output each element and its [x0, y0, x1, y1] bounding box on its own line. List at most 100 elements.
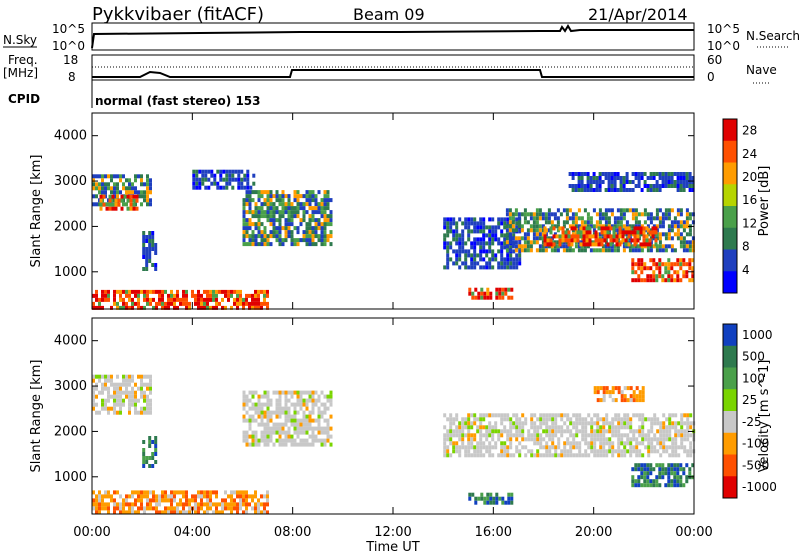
heatmap-cell: [654, 242, 658, 247]
heatmap-cell: [95, 194, 98, 199]
heatmap-cell: [182, 490, 185, 495]
heatmap-cell: [254, 402, 258, 407]
heatmap-cell: [245, 498, 248, 503]
heatmap-cell: [145, 259, 149, 263]
heatmap-cell: [206, 301, 209, 306]
heatmap-cell: [580, 184, 584, 188]
heatmap-cell: [482, 257, 486, 262]
heatmap-cell: [185, 289, 188, 294]
heatmap-cell: [134, 390, 137, 395]
heatmap-cell: [209, 490, 212, 495]
heatmap-cell: [579, 230, 583, 235]
heatmap-cell: [536, 425, 540, 430]
heatmap-cell: [452, 221, 456, 226]
heatmap-cell: [498, 496, 502, 501]
heatmap-cell: [686, 433, 690, 438]
heatmap-cell: [154, 452, 158, 456]
heatmap-cell: [506, 253, 510, 258]
heatmap-cell: [592, 232, 596, 237]
heatmap-cell: [554, 417, 558, 422]
heatmap-cell: [467, 413, 471, 418]
heatmap-cell: [632, 449, 636, 454]
heatmap-cell: [659, 445, 663, 450]
heatmap-cell: [566, 417, 570, 422]
heatmap-cell: [623, 417, 627, 422]
heatmap-cell: [329, 398, 333, 403]
heatmap-cell: [535, 240, 539, 245]
heatmap-cell: [557, 425, 561, 430]
heatmap-cell: [584, 421, 588, 426]
heatmap-cell: [212, 305, 215, 310]
heatmap-cell: [254, 297, 257, 302]
heatmap-cell: [134, 510, 137, 515]
heatmap-cell: [293, 418, 297, 423]
heatmap-cell: [281, 226, 285, 231]
heatmap-cell: [646, 479, 650, 484]
heatmap-cell: [549, 230, 553, 235]
heatmap-cell: [503, 233, 507, 238]
heatmap-cell: [483, 496, 487, 501]
heatmap-cell: [443, 437, 447, 442]
heatmap-cell: [688, 212, 692, 217]
heatmap-cell: [278, 434, 282, 439]
heatmap-cell: [305, 198, 309, 203]
heatmap-cell: [509, 261, 513, 266]
heatmap-cell: [632, 390, 636, 395]
heatmap-cell: [101, 186, 104, 191]
heatmap-cell: [619, 220, 623, 225]
heatmap-cell: [479, 265, 483, 270]
heatmap-cell: [575, 441, 579, 446]
heatmap-cell: [629, 394, 633, 399]
heatmap-cell: [290, 214, 294, 219]
heatmap-cell: [629, 437, 633, 442]
heatmap-cell: [287, 426, 291, 431]
heatmap-cell: [533, 453, 537, 458]
heatmap-cell: [485, 261, 489, 266]
heatmap-cell: [237, 169, 241, 174]
heatmap-cell: [140, 174, 143, 179]
heatmap-cell: [634, 463, 638, 468]
heatmap-cell: [284, 406, 288, 411]
colorbar-segment: [723, 411, 737, 434]
heatmap-cell: [104, 378, 107, 383]
heatmap-cell: [661, 180, 665, 184]
heatmap-cell: [254, 442, 258, 447]
heatmap-cell: [565, 248, 569, 253]
heatmap-cell: [608, 429, 612, 434]
heatmap-cell: [510, 500, 514, 505]
heatmap-cell: [240, 169, 244, 174]
heatmap-cell: [589, 176, 593, 180]
heatmap-cell: [92, 374, 95, 379]
heatmap-cell: [254, 494, 257, 499]
heatmap-cell: [616, 220, 620, 225]
heatmap-cell: [688, 188, 692, 192]
heatmap-cell: [583, 248, 587, 253]
heatmap-cell: [626, 421, 630, 426]
heatmap-cell: [131, 510, 134, 515]
heatmap-cell: [296, 230, 300, 235]
heatmap-cell: [503, 449, 507, 454]
heatmap-cell: [204, 177, 208, 182]
heatmap-cell: [671, 425, 675, 430]
heatmap-cell: [508, 208, 512, 213]
heatmap-cell: [500, 265, 504, 270]
heatmap-cell: [148, 440, 152, 444]
heatmap-cell: [673, 216, 677, 221]
heatmap-cell: [284, 434, 288, 439]
heatmap-cell: [655, 463, 659, 468]
heatmap-cell: [488, 261, 492, 266]
heatmap-cell: [317, 422, 321, 427]
heatmap-cell: [458, 433, 462, 438]
heatmap-cell: [550, 224, 554, 229]
heatmap-cell: [476, 229, 480, 234]
heatmap-cell: [134, 398, 137, 403]
heatmap-cell: [596, 386, 600, 391]
heatmap-cell: [595, 188, 599, 192]
heatmap-cell: [117, 198, 121, 203]
heatmap-cell: [98, 182, 101, 187]
heatmap-cell: [535, 236, 539, 241]
heatmap-cell: [266, 430, 270, 435]
heatmap-cell: [552, 234, 556, 239]
heatmap-cell: [173, 498, 176, 503]
heatmap-cell: [122, 506, 125, 511]
